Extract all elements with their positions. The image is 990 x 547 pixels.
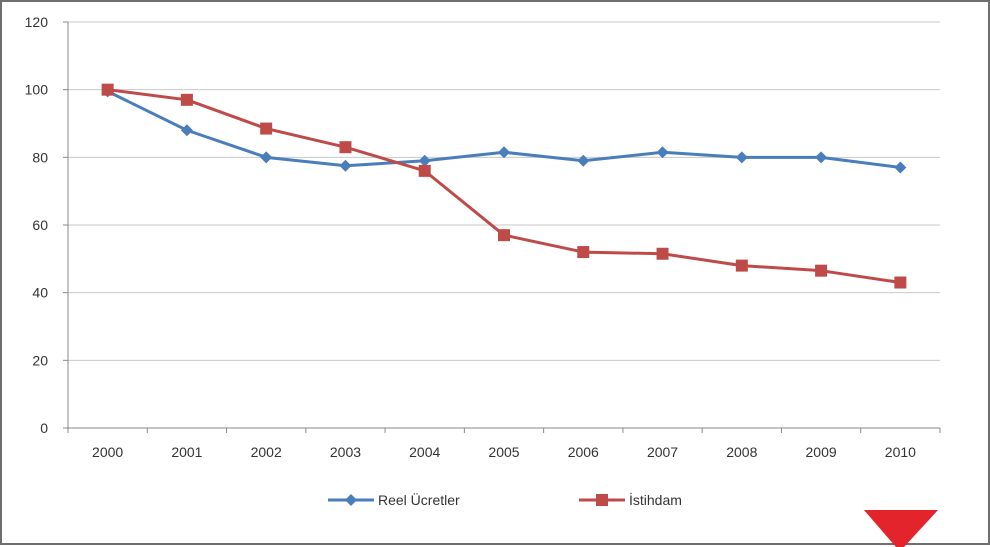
x-tick-label-2006: 2006 (568, 444, 599, 460)
y-tick-label: 20 (32, 352, 48, 368)
data-point-series1-2003 (339, 141, 352, 154)
legend-swatch-marker-reel-ucretler (345, 494, 357, 506)
x-tick-label-2004: 2004 (409, 444, 440, 460)
data-point-series1-2009 (815, 264, 828, 277)
data-point-series1-2004 (418, 164, 431, 177)
data-point-series0-2006 (577, 154, 590, 167)
data-point-series1-2005 (498, 229, 510, 242)
data-markers (101, 83, 907, 289)
data-point-series0-2001 (180, 124, 193, 137)
data-point-series0-2002 (260, 151, 273, 164)
legend-item-istihdam: İstihdam (579, 491, 682, 508)
data-point-series1-2010 (894, 276, 907, 289)
x-tick-label-2000: 2000 (92, 444, 123, 460)
legend-swatch-marker-istihdam (596, 494, 608, 506)
data-point-series0-2010 (894, 161, 907, 174)
legend-label-reel-ucretler: Reel Ücretler (378, 491, 460, 508)
data-point-series0-2005 (498, 146, 510, 159)
x-tick-label-2007: 2007 (647, 444, 678, 460)
series-line-1 (107, 88, 901, 285)
data-point-series1-2006 (577, 246, 590, 259)
axes: 0 20 40 60 80 100 120 2000 2001 2002 2003 2004 2005 2… (25, 14, 941, 460)
y-tick-label: 60 (32, 217, 48, 233)
x-tick-label-2010: 2010 (885, 444, 916, 460)
data-point-series0-2003 (339, 159, 352, 172)
data-point-series1-2000 (101, 83, 114, 96)
x-tick-label-2005: 2005 (488, 444, 519, 460)
data-point-series0-2009 (815, 151, 828, 164)
x-tick-label-2001: 2001 (171, 444, 202, 460)
y-tick-label: 40 (32, 285, 48, 301)
data-point-series1-2001 (180, 93, 193, 106)
data-point-series0-2008 (735, 151, 748, 164)
legend-item-reel-ucretler: Reel Ücretler (328, 491, 460, 508)
y-tick-label: 80 (32, 149, 48, 165)
data-point-series1-2002 (260, 122, 273, 135)
x-tick-label-2009: 2009 (806, 444, 837, 460)
x-tick-label-2002: 2002 (251, 444, 282, 460)
gridlines (68, 21, 940, 361)
series-lines (106, 88, 901, 285)
data-point-series1-2008 (735, 259, 748, 272)
data-point-series1-2007 (656, 247, 669, 260)
y-tick-label: 0 (40, 420, 48, 436)
legend: Reel Ücretler İstihdam (328, 491, 682, 508)
x-tick-label-2003: 2003 (330, 444, 361, 460)
data-point-series0-2004 (418, 154, 431, 167)
y-tick-label: 100 (25, 82, 49, 98)
x-tick-label-2008: 2008 (726, 444, 757, 460)
corner-red-triangle-mark (864, 510, 938, 547)
legend-label-istihdam: İstihdam (629, 491, 682, 508)
y-tick-label: 120 (25, 14, 49, 30)
data-point-series0-2007 (656, 146, 669, 159)
